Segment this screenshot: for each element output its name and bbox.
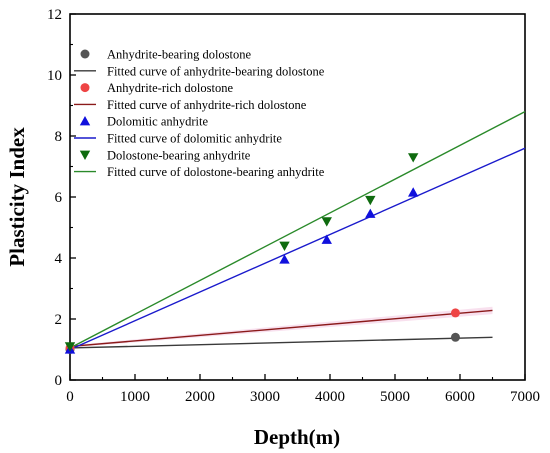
x-tick-label: 0 [66, 389, 74, 405]
legend-label: Fitted curve of dolomitic anhydrite [107, 132, 282, 146]
x-tick-label: 2000 [185, 389, 215, 405]
y-tick-label: 2 [55, 312, 63, 328]
y-tick-label: 12 [47, 7, 62, 23]
y-tick-label: 10 [47, 68, 62, 84]
fitted-line [69, 336, 493, 349]
x-tick-label: 7000 [510, 389, 540, 405]
fitted-line [69, 110, 526, 349]
legend-label: Fitted curve of anhydrite-bearing dolost… [107, 64, 325, 78]
data-point [279, 241, 290, 251]
data-point [321, 217, 332, 227]
legend-label: Dolomitic anhydrite [107, 115, 208, 129]
legend-marker-swatch [79, 116, 91, 126]
y-tick-label: 8 [55, 129, 63, 145]
data-point [450, 308, 460, 318]
x-tick-label: 4000 [315, 389, 345, 405]
legend-marker-swatch [79, 150, 91, 160]
legend-label: Anhydrite-rich dolostone [107, 81, 233, 95]
legend-label: Fitted curve of anhydrite-rich dolostone [107, 98, 307, 112]
plot-area [64, 13, 526, 381]
data-point [365, 195, 376, 206]
legend: Anhydrite-bearing dolostone Fitted curve … [74, 48, 325, 179]
axis-ticks [69, 13, 526, 381]
data-point [64, 342, 76, 352]
data-point [365, 208, 376, 218]
fitted-line [69, 147, 526, 351]
data-point [408, 187, 419, 197]
x-axis-title: Depth(m) [254, 425, 340, 449]
y-tick-label: 4 [55, 251, 63, 267]
legend-label: Dolostone-bearing anhydrite [107, 148, 251, 162]
legend-marker-swatch [80, 83, 90, 93]
x-tick-label: 5000 [380, 389, 410, 405]
data-point [321, 234, 332, 244]
x-tick-label: 3000 [250, 389, 280, 405]
data-point [450, 332, 460, 342]
x-tick-label: 1000 [120, 389, 150, 405]
data-markers [64, 153, 460, 354]
x-tick-label: 6000 [445, 389, 475, 405]
y-tick-label: 0 [55, 373, 63, 389]
legend-label: Fitted curve of dolostone-bearing anhydr… [107, 165, 325, 179]
tick-labels: 0 1000 2000 3000 4000 5000 6000 7000 0 2 4 6 8 10 12 [47, 7, 540, 405]
data-point [408, 153, 419, 163]
fitted-curves [69, 110, 526, 351]
fitted-line [69, 309, 493, 348]
legend-marker-swatch [80, 49, 90, 59]
y-axis-title: Plasticity Index [5, 127, 29, 267]
data-point [279, 254, 290, 264]
legend-label: Anhydrite-bearing dolostone [107, 48, 252, 62]
y-tick-label: 6 [55, 190, 63, 206]
